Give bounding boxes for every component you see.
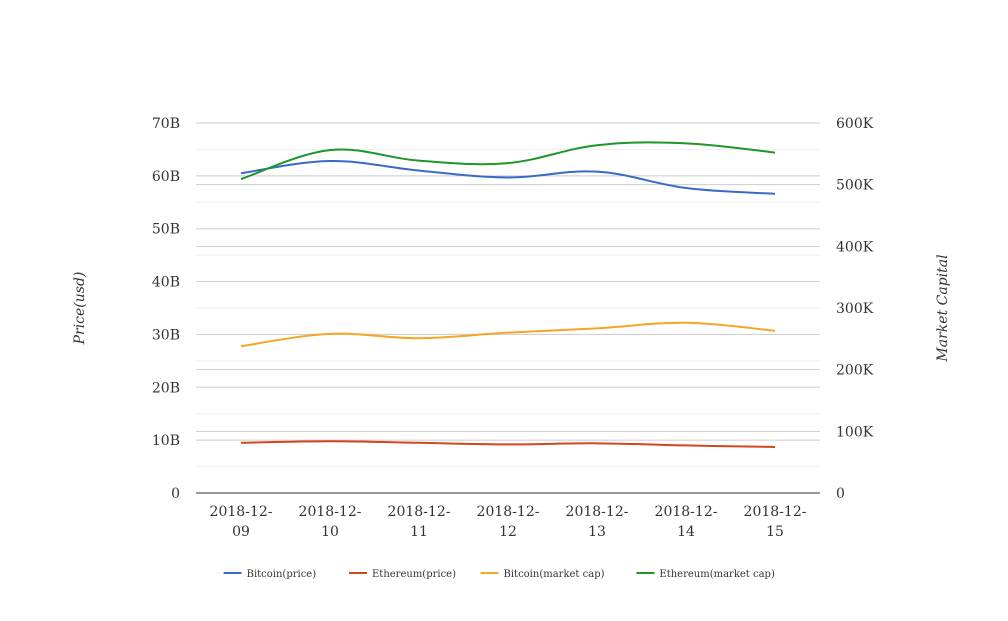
left-axis-title: Price(usd) xyxy=(72,272,88,346)
left-tick-label: 70B xyxy=(152,116,180,132)
left-tick-label: 40B xyxy=(152,275,180,291)
x-tick-label: 2018-12-11 xyxy=(388,504,451,540)
right-tick-label: 400K xyxy=(836,239,874,255)
legend-label-bitcoin-market-cap: Bitcoin(market cap) xyxy=(504,569,605,580)
series-layer xyxy=(240,141,776,449)
legend-label-bitcoin-price: Bitcoin(price) xyxy=(247,569,317,580)
series-line-bitcoin-market-cap xyxy=(240,321,776,348)
right-tick-label: 600K xyxy=(836,116,874,132)
right-y-axis: 0 100K 200K 300K 400K 500K 600K xyxy=(836,116,874,502)
left-tick-label: 50B xyxy=(152,222,180,238)
x-tick-label: 2018-12-09 xyxy=(210,504,273,540)
left-tick-label: 10B xyxy=(152,433,180,449)
right-tick-label: 500K xyxy=(836,178,874,194)
right-axis-title: Market Capital xyxy=(935,254,951,362)
left-tick-label: 60B xyxy=(152,169,180,185)
right-tick-label: 200K xyxy=(836,363,874,379)
left-y-axis: 0 10B 20B 30B 40B 50B 60B 70B xyxy=(152,116,180,502)
left-tick-label: 30B xyxy=(152,327,180,343)
left-tick-label: 20B xyxy=(152,380,180,396)
gridlines xyxy=(196,122,820,468)
right-tick-label: 0 xyxy=(836,486,845,502)
x-tick-label: 2018-12-10 xyxy=(299,504,362,540)
x-tick-label: 2018-12-12 xyxy=(477,504,540,540)
x-tick-label: 2018-12-13 xyxy=(566,504,629,540)
right-tick-label: 300K xyxy=(836,301,874,317)
x-tick-label: 2018-12-14 xyxy=(655,504,718,540)
legend-label-ethereum-market-cap: Ethereum(market cap) xyxy=(659,569,775,580)
legend-label-ethereum-price: Ethereum(price) xyxy=(372,569,456,580)
left-tick-label: 0 xyxy=(171,486,180,502)
right-tick-label: 100K xyxy=(836,424,874,440)
series-line-ethereum-price xyxy=(240,440,776,449)
x-tick-label: 2018-12-15 xyxy=(744,504,807,540)
series-line-bitcoin-price xyxy=(240,160,776,195)
x-axis: 2018-12-09 2018-12-10 2018-12-11 2018-12-12… xyxy=(210,504,807,540)
series-line-ethereum-market-cap xyxy=(240,141,776,181)
legend: Bitcoin(price) Ethereum(price) Bitcoin(mar… xyxy=(223,569,775,580)
